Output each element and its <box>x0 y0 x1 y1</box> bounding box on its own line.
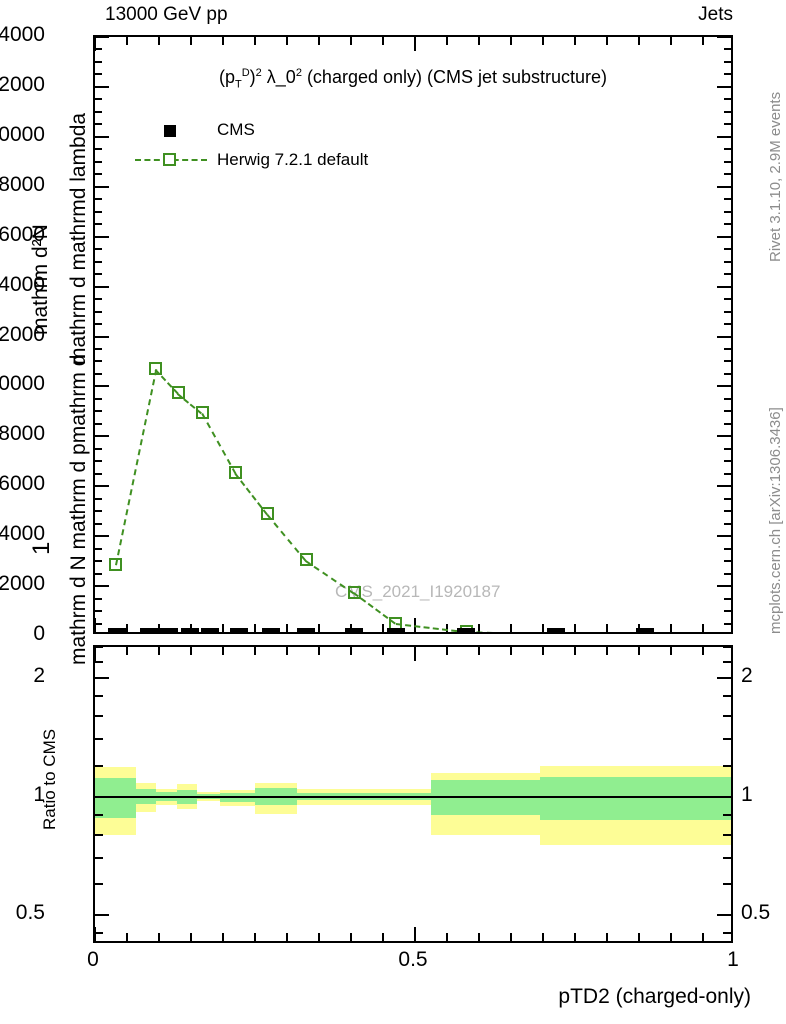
series-segment <box>115 368 158 566</box>
data-point-herwig[interactable] <box>347 585 361 599</box>
data-point-cms[interactable] <box>546 627 565 632</box>
ratio-plot-panel <box>93 645 733 943</box>
legend-key-cms <box>135 119 207 141</box>
filled-square-icon <box>164 125 176 137</box>
y-tick-label: 16000 <box>0 222 45 246</box>
header-category-label: Jets <box>698 4 733 25</box>
open-square-icon <box>163 153 176 166</box>
ratio-y-tick-label: 2 <box>33 664 45 688</box>
ratio-y-tick-label-right: 0.5 <box>741 901 771 925</box>
data-point-herwig[interactable] <box>149 362 163 376</box>
y-tick-label: 4000 <box>0 522 45 546</box>
legend-item-cms[interactable]: CMS <box>135 115 368 145</box>
y-tick-label: 8000 <box>0 422 45 446</box>
ratio-band-inner <box>539 777 731 820</box>
data-point-cms[interactable] <box>159 627 178 632</box>
data-point-cms[interactable] <box>636 627 655 632</box>
data-point-cms[interactable] <box>108 627 127 632</box>
header-beam-label: 13000 GeV pp <box>105 4 228 25</box>
ratio-y-tick-label-right: 2 <box>741 664 753 688</box>
y-tick-label: 20000 <box>0 122 45 146</box>
legend-item-herwig[interactable]: Herwig 7.2.1 default <box>135 145 368 175</box>
data-point-cms[interactable] <box>262 627 280 632</box>
data-point-herwig[interactable] <box>261 507 275 521</box>
data-point-herwig[interactable] <box>171 386 185 400</box>
data-point-cms[interactable] <box>457 627 476 632</box>
x-tick-label: 0 <box>87 948 99 971</box>
data-point-cms[interactable] <box>140 627 159 632</box>
ratio-y-tick-label-right: 1 <box>741 782 753 806</box>
analysis-watermark: CMS_2021_I1920187 <box>335 582 501 601</box>
y-tick-label: 14000 <box>0 272 45 296</box>
data-point-herwig[interactable] <box>299 553 313 567</box>
data-point-herwig[interactable] <box>229 466 243 480</box>
y-tick-label: 24000 <box>0 23 45 46</box>
data-point-cms[interactable] <box>345 627 364 632</box>
data-point-cms[interactable] <box>180 627 199 632</box>
series-segment <box>200 412 236 474</box>
y-tick-label: 10000 <box>0 372 45 396</box>
y-tick-label: 12000 <box>0 322 45 346</box>
x-tick-label: 0.5 <box>398 948 428 971</box>
y-tick-label: 18000 <box>0 172 45 196</box>
legend-key-herwig <box>135 149 207 171</box>
data-point-herwig[interactable] <box>196 406 210 420</box>
data-point-cms[interactable] <box>297 627 316 632</box>
y-tick-label: 6000 <box>0 472 45 496</box>
rivet-version-label: Rivet 3.1.10, 2.9M events <box>767 91 784 262</box>
y-tick-label: 2000 <box>0 572 45 596</box>
ratio-reference-line <box>95 795 731 798</box>
legend: CMS Herwig 7.2.1 default <box>135 115 368 175</box>
ratio-y-tick-label: 0.5 <box>15 901 45 925</box>
data-point-cms[interactable] <box>201 627 220 632</box>
y-tick-label: 0 <box>33 622 45 645</box>
mcplots-source-label: mcplots.cern.ch [arXiv:1306.3436] <box>767 407 784 634</box>
legend-label-cms: CMS <box>217 120 255 139</box>
plot-title: (pTD)2 λ_02 (charged only) (CMS jet subs… <box>218 67 608 91</box>
series-segment <box>395 623 467 632</box>
ratio-band-inner <box>95 778 136 818</box>
x-axis-title: pTD2 (charged-only) <box>558 985 751 1008</box>
legend-label-herwig: Herwig 7.2.1 default <box>217 150 369 169</box>
data-point-herwig[interactable] <box>108 558 122 572</box>
ratio-axis-title: Ratio to CMS <box>40 728 59 830</box>
main-plot-panel: (pTD)2 λ_02 (charged only) (CMS jet subs… <box>93 35 733 634</box>
data-point-cms[interactable] <box>386 627 405 632</box>
data-point-cms[interactable] <box>230 627 248 632</box>
x-tick-label: 1 <box>727 948 739 971</box>
ratio-y-tick-label: 1 <box>33 782 45 806</box>
y-tick-label: 22000 <box>0 72 45 96</box>
